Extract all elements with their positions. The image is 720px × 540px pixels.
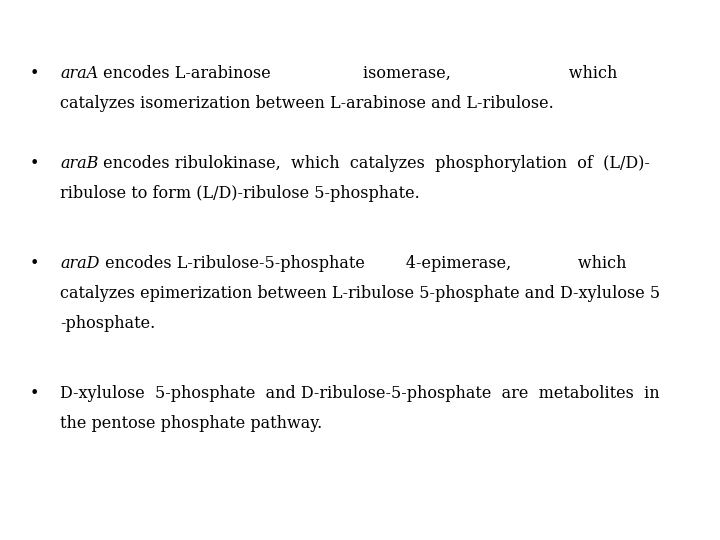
Text: encodes L-ribulose-5-phosphate        4-epimerase,             which: encodes L-ribulose-5-phosphate 4-epimera… [99,255,626,272]
Text: catalyzes isomerization between L-arabinose and L-ribulose.: catalyzes isomerization between L-arabin… [60,95,554,112]
Text: araD: araD [60,255,99,272]
Text: encodes L-arabinose                  isomerase,                       which: encodes L-arabinose isomerase, which [98,65,618,82]
Text: •: • [30,255,40,272]
Text: araA: araA [60,65,98,82]
Text: encodes ribulokinase,  which  catalyzes  phosphorylation  of  (L/D)-: encodes ribulokinase, which catalyzes ph… [99,155,650,172]
Text: D-xylulose  5-phosphate  and D-ribulose-5-phosphate  are  metabolites  in: D-xylulose 5-phosphate and D-ribulose-5-… [60,385,660,402]
Text: •: • [30,65,40,82]
Text: araB: araB [60,155,99,172]
Text: •: • [30,385,40,402]
Text: catalyzes epimerization between L-ribulose 5-phosphate and D-xylulose 5: catalyzes epimerization between L-ribulo… [60,285,660,302]
Text: -phosphate.: -phosphate. [60,315,156,332]
Text: the pentose phosphate pathway.: the pentose phosphate pathway. [60,415,323,432]
Text: •: • [30,155,40,172]
Text: ribulose to form (L/D)-ribulose 5-phosphate.: ribulose to form (L/D)-ribulose 5-phosph… [60,185,420,202]
